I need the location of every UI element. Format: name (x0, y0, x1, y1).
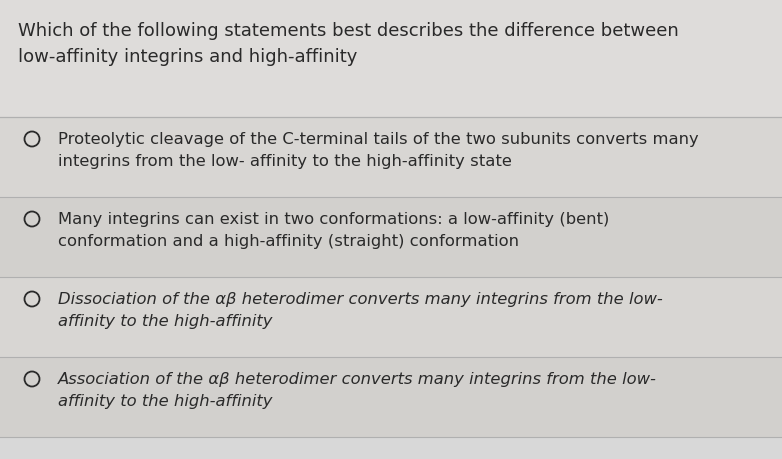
Bar (0, 357, 782, 437)
Text: Association of the αβ heterodimer converts many integrins from the low-
affinity: Association of the αβ heterodimer conver… (58, 371, 657, 408)
Text: Many integrins can exist in two conformations: a low-affinity (bent)
conformatio: Many integrins can exist in two conforma… (58, 212, 609, 248)
Bar (0, 197, 782, 277)
Bar (0, 277, 782, 357)
Text: Dissociation of the αβ heterodimer converts many integrins from the low-
affinit: Dissociation of the αβ heterodimer conve… (58, 291, 663, 328)
Bar (0, 0, 782, 118)
Bar (0, 118, 782, 197)
Text: Proteolytic cleavage of the C-terminal tails of the two subunits converts many
i: Proteolytic cleavage of the C-terminal t… (58, 132, 699, 168)
Text: Which of the following statements best describes the difference between
low-affi: Which of the following statements best d… (18, 22, 679, 66)
